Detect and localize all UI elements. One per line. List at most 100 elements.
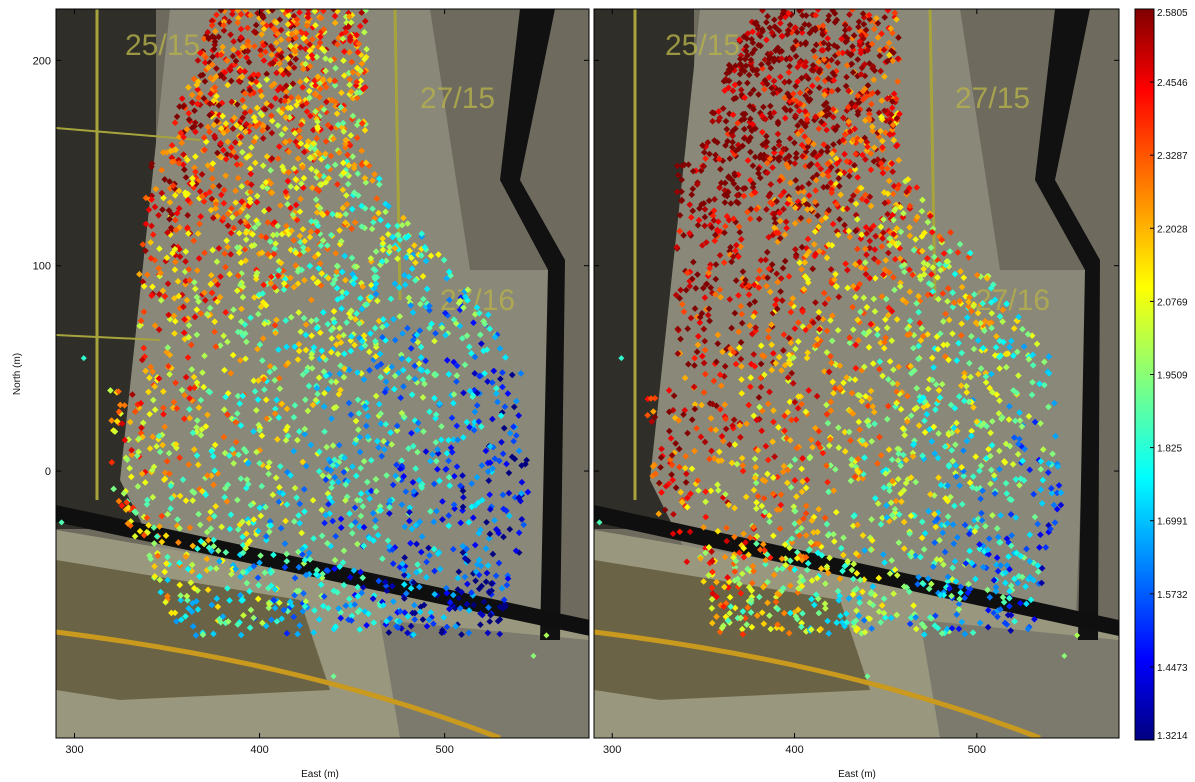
scatter-point: [441, 309, 449, 317]
scatter-point: [347, 347, 355, 355]
scatter-point: [408, 525, 416, 533]
scatter-point: [378, 258, 386, 265]
scatter-point: [918, 534, 926, 542]
scatter-point: [901, 268, 908, 276]
scatter-point: [866, 237, 874, 245]
scatter-point: [268, 155, 276, 162]
scatter-point: [231, 114, 238, 122]
scatter-point: [459, 487, 467, 495]
scatter-point: [250, 428, 257, 435]
scatter-point: [721, 553, 729, 561]
scatter-point: [258, 31, 266, 38]
scatter-point: [892, 205, 899, 212]
scatter-point: [912, 552, 919, 560]
scatter-point: [189, 497, 197, 504]
scatter-point: [299, 244, 307, 251]
scatter-point: [117, 410, 124, 417]
scatter-point: [904, 331, 911, 339]
scatter-point: [444, 312, 451, 319]
scatter-point: [835, 50, 842, 57]
scatter-point: [353, 64, 361, 72]
scatter-point: [1025, 412, 1033, 420]
scatter-point: [186, 524, 194, 531]
scatter-point: [700, 284, 707, 292]
scatter-point: [275, 414, 283, 421]
scatter-point: [802, 326, 809, 334]
scatter-point: [944, 497, 952, 505]
scatter-point: [337, 339, 345, 346]
scatter-point: [215, 182, 223, 190]
scatter-point: [269, 491, 277, 499]
scatter-point: [261, 569, 269, 576]
scatter-point: [361, 402, 369, 410]
scatter-point: [262, 503, 269, 511]
scatter-point: [729, 138, 736, 146]
scatter-point: [864, 143, 871, 151]
scatter-point: [194, 545, 201, 553]
scatter-point: [293, 20, 301, 28]
scatter-point: [245, 223, 252, 230]
scatter-point: [260, 376, 268, 383]
scatter-point: [941, 548, 949, 556]
scatter-point: [802, 408, 810, 416]
scatter-point: [747, 374, 755, 381]
scatter-point: [338, 89, 345, 97]
scatter-point: [234, 410, 241, 417]
scatter-point: [867, 166, 875, 174]
scatter-point: [281, 97, 289, 105]
scatter-point: [845, 428, 853, 436]
scatter-point: [151, 563, 158, 570]
scatter-point: [155, 326, 163, 333]
scatter-point: [197, 537, 205, 545]
scatter-point: [803, 119, 811, 126]
scatter-point: [172, 258, 179, 266]
scatter-point: [741, 67, 748, 75]
scatter-point: [802, 123, 809, 130]
scatter-point: [339, 204, 347, 212]
scatter-point: [377, 507, 385, 514]
scatter-point: [179, 161, 187, 168]
scatter-point: [673, 188, 681, 196]
scatter-point: [351, 439, 359, 447]
scatter-point: [701, 205, 709, 213]
scatter-point: [185, 605, 192, 612]
scatter-point: [871, 308, 879, 315]
scatter-point: [235, 77, 243, 85]
scatter-point: [451, 605, 459, 612]
scatter-point: [753, 66, 761, 74]
scatter-point: [764, 470, 771, 478]
scatter-point: [854, 174, 861, 181]
scatter-point: [312, 396, 320, 404]
scatter-point: [1052, 432, 1059, 440]
scatter-point: [524, 488, 532, 496]
scatter-point: [862, 441, 870, 448]
scatter-point: [791, 220, 799, 227]
scatter-point: [486, 443, 494, 450]
scatter-point: [328, 335, 336, 342]
scatter-point: [445, 512, 453, 519]
scatter-point: [830, 42, 838, 49]
scatter-point: [331, 456, 338, 464]
scatter-point: [770, 109, 778, 116]
scatter-point: [281, 564, 289, 571]
scatter-point: [346, 13, 353, 20]
scatter-point: [752, 479, 760, 487]
scatter-point: [275, 46, 283, 54]
scatter-point: [164, 510, 171, 518]
scatter-point: [206, 128, 213, 136]
scatter-point: [810, 241, 818, 248]
scatter-point: [900, 451, 907, 459]
scatter-point: [715, 457, 722, 465]
scatter-point: [314, 118, 321, 125]
scatter-point: [725, 501, 733, 509]
scatter-point: [966, 547, 973, 555]
scatter-point: [753, 205, 760, 213]
scatter-point: [219, 43, 227, 51]
scatter-point: [139, 433, 146, 441]
scatter-point: [349, 153, 356, 160]
scatter-point: [362, 179, 370, 186]
scatter-point: [884, 190, 892, 198]
scatter-point: [974, 337, 982, 344]
scatter-point: [374, 531, 382, 539]
scatter-point: [907, 412, 915, 419]
